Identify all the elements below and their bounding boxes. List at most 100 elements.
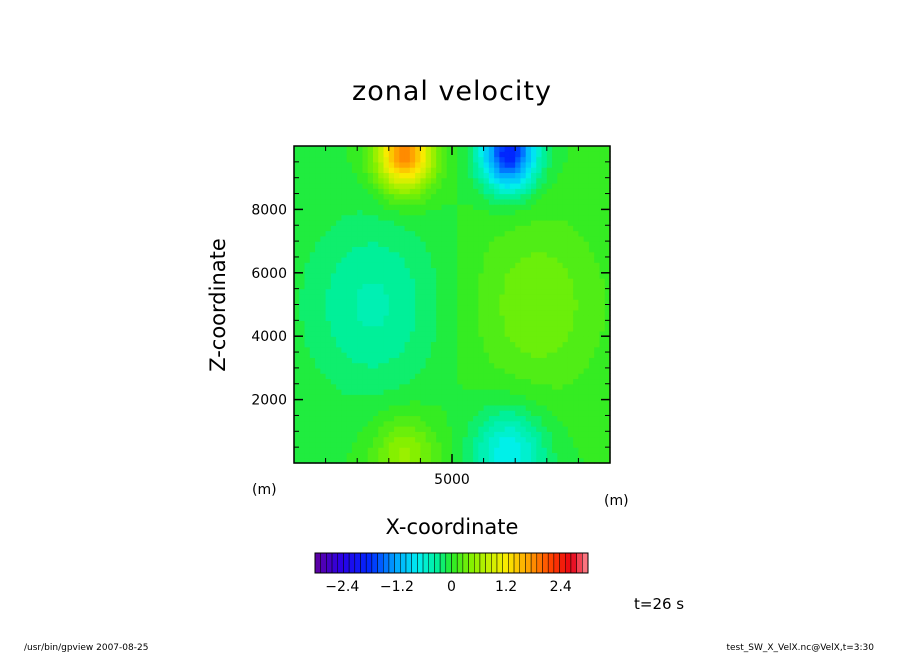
heatmap-cell (388, 182, 395, 189)
heatmap-cell (294, 320, 300, 327)
heatmap-cell (425, 188, 432, 195)
heatmap-cell (478, 309, 485, 316)
heatmap-cell (573, 309, 579, 316)
heatmap-cell (420, 304, 427, 311)
heatmap-cell (504, 309, 511, 316)
heatmap-cell (315, 410, 321, 417)
heatmap-cell (404, 267, 411, 274)
heatmap-cell (499, 415, 506, 422)
heatmap-cell (341, 177, 348, 184)
heatmap-cell (473, 251, 479, 258)
heatmap-cell (488, 156, 495, 163)
heatmap-cell (415, 161, 421, 168)
heatmap-cell (562, 241, 569, 247)
heatmap-cell (341, 293, 348, 300)
heatmap-cell (320, 447, 327, 454)
heatmap-cell (546, 267, 553, 274)
heatmap-cell (394, 415, 400, 422)
heatmap-cell (330, 357, 337, 364)
heatmap-cell (520, 315, 527, 321)
heatmap-cell (304, 457, 311, 464)
heatmap-cell (446, 452, 453, 459)
heatmap-cell (362, 256, 369, 263)
heatmap-cell (399, 219, 406, 226)
heatmap-cell (399, 251, 406, 258)
heatmap-cell (467, 367, 474, 374)
heatmap-cell (520, 235, 527, 242)
heatmap-cell (452, 146, 458, 152)
heatmap-cell (504, 288, 511, 295)
heatmap-cell (599, 431, 606, 438)
heatmap-cell (394, 251, 400, 258)
heatmap-cell (388, 177, 395, 184)
heatmap-cell (351, 288, 358, 295)
heatmap-cell (525, 251, 532, 258)
heatmap-cell (299, 399, 306, 406)
heatmap-cell (467, 283, 474, 290)
heatmap-cell (473, 436, 479, 443)
heatmap-cell (573, 320, 579, 327)
heatmap-cell (520, 304, 527, 311)
heatmap-cell (467, 309, 474, 316)
heatmap-cell (330, 214, 337, 221)
heatmap-cell (441, 161, 448, 168)
heatmap-cell (420, 193, 427, 200)
heatmap-cell (462, 198, 469, 205)
heatmap-cell (504, 156, 511, 163)
heatmap-cell (520, 309, 527, 316)
heatmap-cell (309, 399, 316, 406)
heatmap-cell (483, 367, 490, 374)
heatmap-cell (599, 426, 606, 432)
heatmap-cell (567, 188, 574, 195)
heatmap-cell (383, 436, 390, 443)
heatmap-cell (557, 441, 564, 448)
heatmap-cell (473, 330, 479, 337)
heatmap-cell (546, 404, 553, 411)
heatmap-cell (462, 251, 469, 258)
heatmap-cell (588, 230, 595, 237)
heatmap-cell (294, 235, 300, 242)
heatmap-cell (430, 209, 437, 216)
heatmap-cell (441, 246, 448, 253)
heatmap-cell (430, 457, 437, 464)
heatmap-cell (351, 204, 358, 210)
heatmap-cell (531, 341, 537, 348)
heatmap-cell (583, 415, 590, 422)
heatmap-cell (357, 320, 364, 327)
heatmap-cell (309, 156, 316, 163)
heatmap-cell (330, 182, 337, 189)
heatmap-cell (588, 146, 595, 152)
heatmap-cell (504, 325, 511, 332)
heatmap-cell (541, 352, 548, 358)
heatmap-cell (531, 188, 537, 195)
heatmap-cell (304, 315, 311, 321)
heatmap-cell (404, 367, 411, 374)
heatmap-cell (430, 262, 437, 269)
heatmap-cell (346, 278, 353, 284)
colorbar-swatch (445, 552, 452, 574)
heatmap-cell (552, 299, 558, 306)
heatmap-cell (499, 399, 506, 406)
heatmap-cell (299, 357, 306, 364)
heatmap-cell (604, 288, 611, 295)
heatmap-cell (294, 373, 300, 380)
heatmap-cell (552, 262, 558, 269)
heatmap-cell (509, 325, 516, 332)
heatmap-cell (436, 304, 443, 311)
heatmap-cell (515, 225, 522, 232)
heatmap-cell (441, 341, 448, 348)
heatmap-cell (531, 389, 537, 395)
heatmap-cell (457, 193, 464, 200)
heatmap-cell (515, 457, 522, 464)
heatmap-cell (420, 214, 427, 221)
heatmap-cell (351, 235, 358, 242)
heatmap-cell (583, 404, 590, 411)
heatmap-cell (504, 357, 511, 364)
heatmap-cell (567, 325, 574, 332)
heatmap-cell (520, 299, 527, 306)
heatmap-cell (541, 367, 548, 374)
heatmap-cell (557, 214, 564, 221)
heatmap-cell (304, 151, 311, 158)
heatmap-cell (467, 325, 474, 332)
heatmap-cell (373, 235, 379, 242)
